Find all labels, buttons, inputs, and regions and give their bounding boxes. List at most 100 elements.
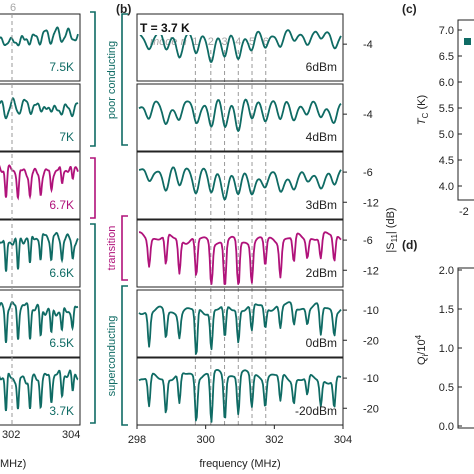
- left-trace-label-3.7K: 3.7K: [49, 404, 74, 418]
- x-axis-label: frequency (MHz): [199, 458, 280, 470]
- left-trace-line-6.5K: [0, 301, 79, 343]
- trace-box-0dBm: [136, 289, 344, 358]
- trace-line--20dBm: [138, 369, 342, 423]
- x-tick-label-304: 304: [334, 434, 352, 446]
- trace-label-4dBm: 4dBm: [306, 130, 337, 144]
- y-tick-label-3-0: -6: [363, 235, 373, 247]
- panel-c-y-axis-label: TC (K): [416, 95, 430, 125]
- left-trace-label-7K: 7K: [59, 130, 74, 144]
- left-trace-label-6.6K: 6.6K: [49, 266, 74, 280]
- left-x-tick-304: 304: [62, 429, 80, 441]
- c-tick-label-6: 4.0: [439, 181, 454, 193]
- mode-number-2: 2: [208, 36, 214, 48]
- state-labels: poor conducting transition superconducti…: [106, 13, 128, 426]
- trace-label-6dBm: 6dBm: [306, 60, 337, 74]
- left-trace-box-6.5K: [0, 289, 81, 358]
- y-tick-label-5-1: -20: [363, 403, 379, 415]
- mode-title: mode n: [150, 36, 187, 48]
- bracket-transition: [121, 215, 128, 281]
- panel-c: (c) 7.0 6.5 6.0 5.5 5.0 4.5 4.0 TC (K) -2: [402, 2, 474, 218]
- left-trace-line-6.6K: [0, 231, 79, 272]
- label-superconducting: superconducting: [106, 316, 118, 397]
- mode-number-1: 1: [192, 36, 198, 48]
- d-tick-label-3: 0.5: [439, 382, 454, 394]
- left-trace-box-3.7K: [0, 357, 81, 426]
- trace-box-3dBm: [136, 151, 344, 220]
- bracket-superconducting: [121, 285, 128, 426]
- c-tick-label-4: 5.0: [439, 129, 454, 141]
- y-tick-label-4-1: -20: [363, 335, 379, 347]
- trace-line-0dBm: [138, 301, 342, 355]
- trace-line-6dBm: [138, 29, 342, 63]
- label-poor-conducting: poor conducting: [106, 41, 118, 119]
- c-tick-label-0: 7.0: [439, 25, 454, 37]
- y-tick-label-1-0: -4: [363, 109, 373, 121]
- left-trace-line-7K: [0, 97, 79, 120]
- label-transition: transition: [106, 226, 118, 271]
- left-trace-box-6.7K: [0, 151, 81, 220]
- trace-box-6dBm: [136, 13, 344, 82]
- trace-line-4dBm: [138, 98, 342, 132]
- left-trace-label-6.7K: 6.7K: [49, 198, 74, 212]
- temperature-label-bg: [138, 19, 202, 35]
- c-tick-label-2: 6.0: [439, 77, 454, 89]
- c-tick-label-1: 6.5: [439, 51, 454, 63]
- trace-box-4dBm: [136, 83, 344, 152]
- trace-label-2dBm: 2dBm: [306, 266, 337, 280]
- trace-label-3dBm: 3dBm: [306, 198, 337, 212]
- mode-number-5: 5: [249, 36, 255, 48]
- d-tick-label-1: 1.5: [439, 304, 454, 316]
- left-panel: 6 7.5K 7K 6.7K 6.6K 6.5K 3.7K 302 304 MHz): [0, 2, 96, 470]
- y-tick-label-2-1: -12: [363, 197, 379, 209]
- y-tick-label-3-1: -12: [363, 265, 379, 277]
- left-trace-line-7.5K: [0, 26, 79, 47]
- panel-c-frame: [457, 19, 474, 201]
- trace-label-0dBm: 0dBm: [306, 336, 337, 350]
- left-bracket-superconducting: [90, 223, 96, 424]
- temperature-label: T = 3.7 K: [140, 21, 190, 35]
- y-axis-label: |S11| (dB): [385, 207, 399, 252]
- y-tick-label-2-0: -6: [363, 167, 373, 179]
- y-tick-label-4-0: -10: [363, 305, 379, 317]
- left-trace-label-6.5K: 6.5K: [49, 336, 74, 350]
- d-tick-label-4: 0.0: [439, 421, 454, 433]
- d-tick-label-2: 1.0: [439, 343, 454, 355]
- left-x-tick-302: 302: [2, 429, 20, 441]
- x-tick-label-300: 300: [196, 434, 214, 446]
- left-bracket-poor: [90, 11, 96, 147]
- y-tick-label-5-0: -10: [363, 373, 379, 385]
- left-trace-line-6.7K: [0, 164, 79, 201]
- mode-number-3: 3: [221, 36, 227, 48]
- left-bracket-transition: [90, 157, 96, 219]
- trace-line-3dBm: [138, 166, 342, 201]
- panel-label-d: (d): [402, 238, 417, 252]
- x-tick-label-302: 302: [265, 434, 283, 446]
- c-tick-label-5: 4.5: [439, 155, 454, 167]
- panel-c-marker: [464, 38, 471, 45]
- left-top-mode-label: 6: [10, 2, 16, 14]
- left-trace-box-7.5K: [0, 13, 81, 82]
- left-x-axis-label: MHz): [0, 458, 26, 470]
- panel-d-y-axis-label: Qi/104: [414, 334, 430, 365]
- panel-label-c: (c): [402, 2, 417, 16]
- panel-label-b: (b): [116, 2, 131, 16]
- x-tick-label-298: 298: [128, 434, 146, 446]
- mode-number-6: 6: [263, 36, 269, 48]
- left-trace-line-3.7K: [0, 369, 79, 412]
- trace-box--20dBm: [136, 357, 344, 426]
- c-tick-label-3: 5.5: [439, 103, 454, 115]
- panel-d: (d) 2.0 1.5 1.0 0.5 0.0 Qi/104: [402, 238, 474, 433]
- bracket-poor: [121, 13, 128, 146]
- left-trace-box-7K: [0, 83, 81, 152]
- panel-c-x-tick: -2: [459, 206, 469, 218]
- trace-label--20dBm: -20dBm: [295, 404, 337, 418]
- left-trace-label-7.5K: 7.5K: [49, 60, 74, 74]
- left-trace-box-6.6K: [0, 219, 81, 288]
- trace-line-2dBm: [139, 231, 342, 285]
- y-tick-label-0-0: -4: [363, 39, 373, 51]
- mode-number-4: 4: [235, 36, 241, 48]
- trace-box-2dBm: [136, 219, 344, 288]
- d-tick-label-0: 2.0: [439, 265, 454, 277]
